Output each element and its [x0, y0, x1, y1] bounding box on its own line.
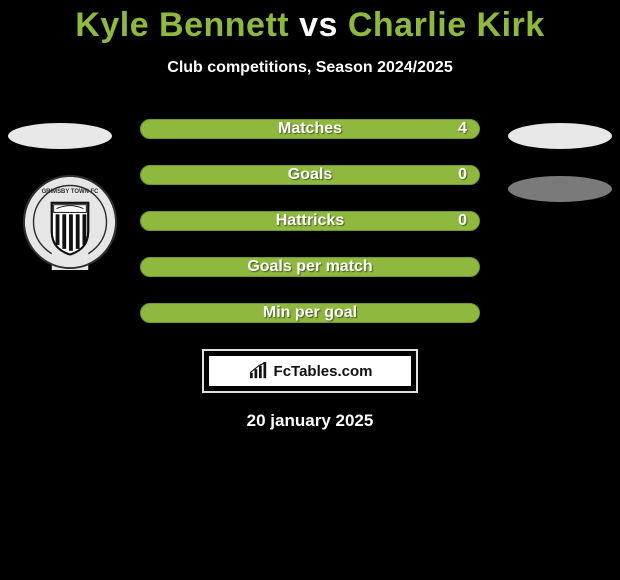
stat-row-hattricks: Hattricks 0 — [140, 211, 480, 231]
ellipse-top-right — [508, 123, 612, 149]
player1-name: Kyle Bennett — [75, 6, 289, 44]
brand-text: FcTables.com — [274, 363, 373, 380]
ellipse-bottom-right — [508, 176, 612, 202]
club-badge-svg: GRIMSBY TOWN FC — [22, 174, 118, 270]
club-badge: GRIMSBY TOWN FC — [22, 174, 118, 270]
ellipse-top-left — [8, 123, 112, 149]
stat-row-min-per-goal: Min per goal — [140, 303, 480, 323]
stat-label: Goals — [288, 167, 332, 183]
date: 20 january 2025 — [0, 411, 620, 431]
stat-right-value: 4 — [458, 120, 467, 138]
stat-label: Hattricks — [276, 213, 344, 229]
stat-label: Goals per match — [247, 259, 372, 275]
player2-name: Charlie Kirk — [348, 6, 545, 44]
stat-right-value: 0 — [458, 212, 467, 230]
brand-box-inner: FcTables.com — [209, 356, 411, 386]
comparison-title: Kyle Bennett vs Charlie Kirk — [0, 0, 620, 45]
bar-chart-icon — [248, 362, 270, 380]
stat-row-goals: Goals 0 — [140, 165, 480, 185]
svg-text:GRIMSBY TOWN FC: GRIMSBY TOWN FC — [42, 189, 100, 195]
stat-row-goals-per-match: Goals per match — [140, 257, 480, 277]
stat-label: Min per goal — [263, 305, 357, 321]
vs-label: vs — [299, 6, 338, 44]
brand-box[interactable]: FcTables.com — [202, 349, 418, 393]
stat-right-value: 0 — [458, 166, 467, 184]
subtitle: Club competitions, Season 2024/2025 — [0, 59, 620, 77]
stat-row-matches: Matches 4 — [140, 119, 480, 139]
stat-label: Matches — [278, 121, 342, 137]
